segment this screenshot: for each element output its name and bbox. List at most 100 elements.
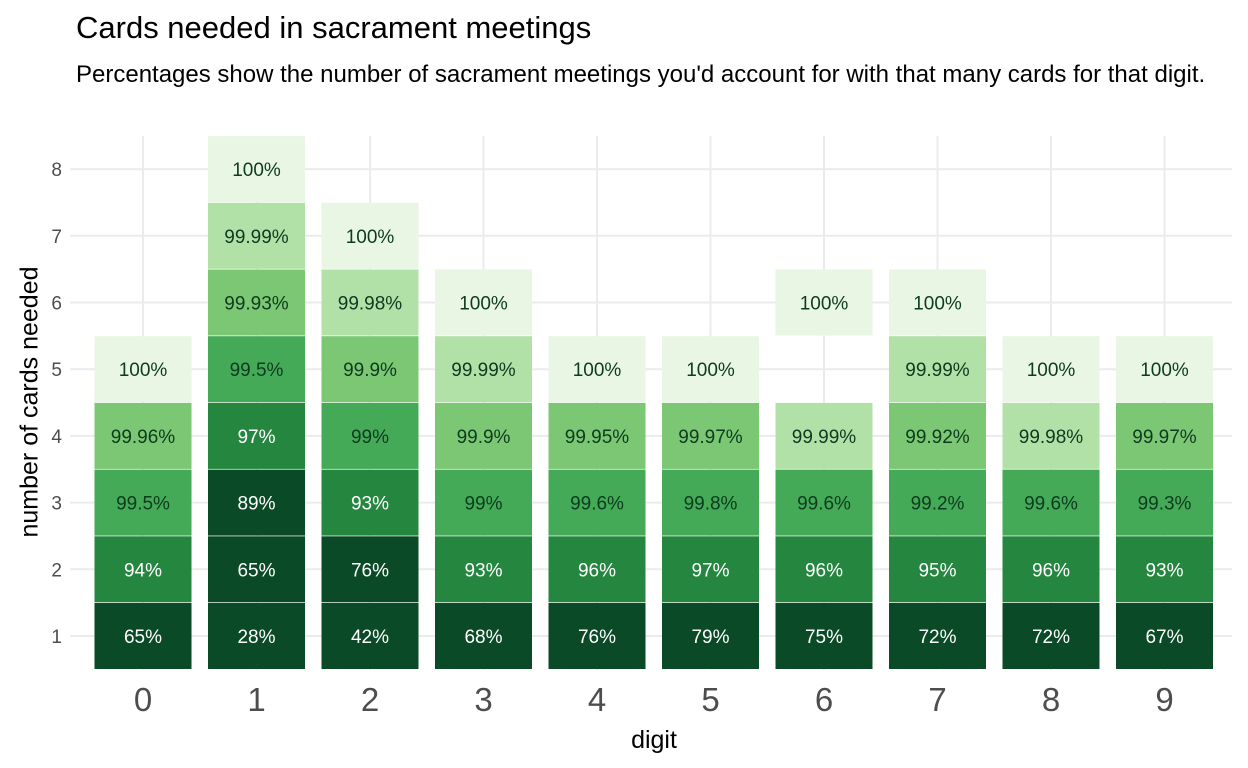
x-tick-label: 1	[247, 681, 265, 718]
cell-label: 65%	[124, 627, 162, 648]
heat-cell	[1116, 469, 1213, 536]
heat-cell	[1002, 536, 1100, 603]
x-tick-label: 7	[928, 681, 946, 718]
heat-cell	[435, 469, 532, 536]
heat-cell	[94, 469, 192, 536]
cell-label: 99.9%	[457, 427, 511, 448]
cell-label: 99.5%	[116, 494, 170, 515]
cell-label: 93%	[1145, 560, 1183, 581]
heat-cell	[208, 469, 305, 536]
heat-cell	[1002, 469, 1100, 536]
x-tick-label: 5	[701, 681, 719, 718]
cell-label: 93%	[351, 494, 389, 515]
cell-label: 95%	[918, 560, 956, 581]
x-tick-label: 9	[1155, 681, 1173, 718]
heat-cell	[208, 402, 305, 469]
cell-label: 97%	[691, 560, 729, 581]
chart-title: Cards needed in sacrament meetings	[76, 10, 592, 45]
heat-cell	[548, 603, 646, 669]
x-axis-label: digit	[631, 726, 677, 754]
heat-cell	[208, 136, 305, 203]
cell-label: 100%	[1027, 360, 1076, 381]
heat-cell	[775, 269, 873, 336]
heat-cell	[889, 603, 986, 669]
heat-cell	[1116, 603, 1213, 669]
cell-label: 99.96%	[111, 427, 176, 448]
cell-label: 72%	[1032, 627, 1070, 648]
heat-cell	[1002, 336, 1100, 403]
cell-label: 99.98%	[338, 294, 403, 315]
cell-label: 96%	[805, 560, 843, 581]
cell-label: 100%	[119, 360, 168, 381]
heat-cell	[321, 603, 419, 669]
heat-cell	[1116, 336, 1213, 403]
cell-label: 99.99%	[905, 360, 970, 381]
heat-cell	[94, 402, 192, 469]
heat-cell	[662, 469, 759, 536]
y-tick-label: 5	[51, 360, 62, 381]
heat-cell	[662, 402, 759, 469]
heat-cell	[775, 469, 873, 536]
cell-label: 99.6%	[1024, 494, 1078, 515]
x-tick-label: 0	[134, 681, 152, 718]
cell-label: 99.6%	[797, 494, 851, 515]
cell-label: 89%	[237, 494, 275, 515]
cell-label: 99.3%	[1138, 494, 1192, 515]
cell-label: 99.92%	[905, 427, 970, 448]
heat-cell	[435, 269, 532, 336]
heat-cell	[435, 336, 532, 403]
cell-label: 100%	[232, 160, 281, 181]
heat-cell	[775, 603, 873, 669]
cell-label: 99.8%	[684, 494, 738, 515]
cell-label: 28%	[237, 627, 275, 648]
cell-label: 76%	[351, 560, 389, 581]
y-tick-label: 8	[51, 160, 62, 181]
cell-label: 100%	[573, 360, 622, 381]
cell-label: 79%	[691, 627, 729, 648]
heat-cell	[1002, 402, 1100, 469]
heat-cell	[94, 536, 192, 603]
y-tick-label: 3	[51, 494, 62, 515]
cell-label: 67%	[1145, 627, 1183, 648]
cell-label: 99%	[464, 494, 502, 515]
heat-cell	[548, 536, 646, 603]
heat-cell	[94, 336, 192, 403]
cell-label: 100%	[459, 294, 508, 315]
heat-cell	[435, 603, 532, 669]
heat-cell	[1116, 536, 1213, 603]
heat-cell	[321, 402, 419, 469]
cell-label: 93%	[464, 560, 502, 581]
cell-label: 76%	[578, 627, 616, 648]
heat-cell	[775, 536, 873, 603]
heat-cell	[208, 603, 305, 669]
heat-cell	[321, 336, 419, 403]
cell-label: 99.9%	[343, 360, 397, 381]
y-tick-label: 1	[51, 627, 62, 648]
heat-cell	[775, 402, 873, 469]
heat-cell	[1002, 603, 1100, 669]
x-tick-label: 3	[474, 681, 492, 718]
cell-label: 99.97%	[678, 427, 743, 448]
cell-label: 99.99%	[792, 427, 857, 448]
cell-label: 99%	[351, 427, 389, 448]
cell-label: 75%	[805, 627, 843, 648]
heat-cell	[548, 402, 646, 469]
heat-cell	[208, 536, 305, 603]
cell-label: 99.5%	[230, 360, 284, 381]
cell-label: 99.2%	[911, 494, 965, 515]
cell-label: 99.99%	[451, 360, 516, 381]
cell-label: 100%	[686, 360, 735, 381]
heat-cell	[889, 269, 986, 336]
cell-label: 68%	[464, 627, 502, 648]
heat-cell	[889, 336, 986, 403]
x-tick-label: 4	[588, 681, 606, 718]
chart-subtitle: Percentages show the number of sacrament…	[76, 61, 1206, 88]
cell-label: 72%	[918, 627, 956, 648]
x-tick-label: 6	[815, 681, 833, 718]
cell-label: 100%	[800, 294, 849, 315]
heat-cell	[889, 469, 986, 536]
cell-label: 99.97%	[1132, 427, 1197, 448]
cell-label: 99.99%	[224, 227, 289, 248]
heat-cell	[321, 536, 419, 603]
